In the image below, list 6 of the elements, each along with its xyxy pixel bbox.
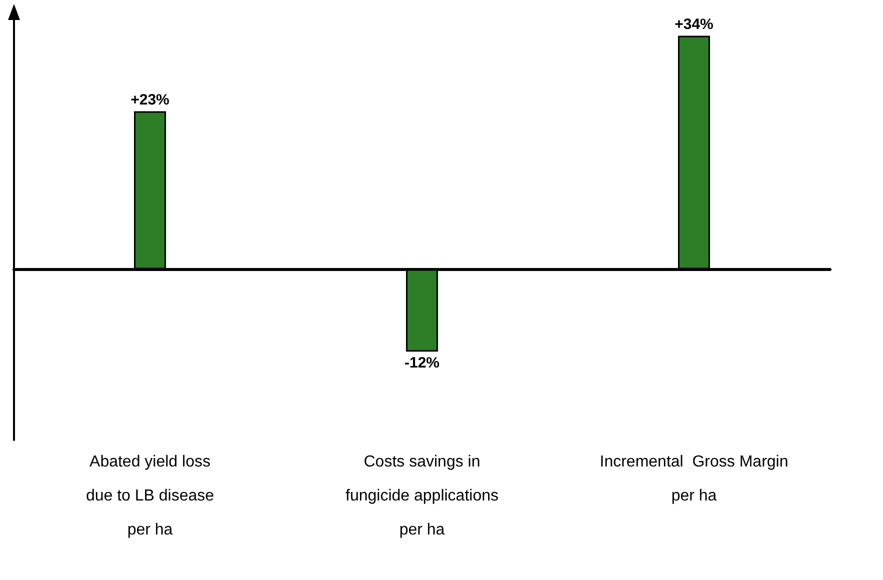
- data-label: +23%: [130, 91, 170, 108]
- x-tick-label: Incremental Gross Margin per ha: [600, 454, 788, 504]
- data-label: +34%: [674, 16, 714, 33]
- data-label: -12%: [404, 354, 440, 372]
- x-tick-label: Abated yield loss due to LB disease per ha: [86, 454, 214, 538]
- x-tick-label: Costs savings in fungicide applications per ha: [346, 454, 498, 538]
